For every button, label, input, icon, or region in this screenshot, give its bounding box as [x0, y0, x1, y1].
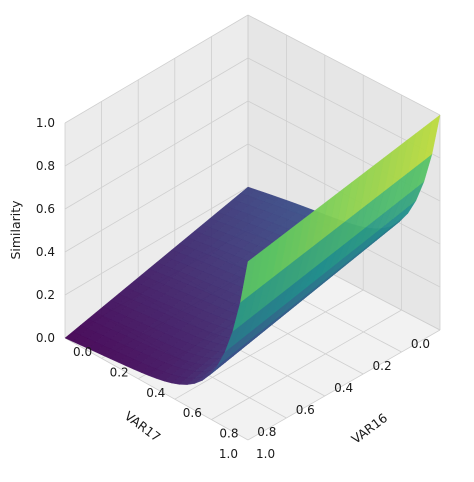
- y-tick-label: 1.0: [256, 447, 275, 461]
- grid-line: [174, 289, 364, 400]
- x-tick-label: 0.4: [334, 381, 353, 395]
- grid-line: [247, 14, 441, 116]
- z-tick-label: 0.8: [36, 159, 55, 173]
- y-tick-label: 0.2: [110, 365, 129, 379]
- x-tick-label: 0.0: [411, 337, 430, 351]
- grid-line: [211, 309, 402, 420]
- grid-line: [64, 100, 249, 210]
- z-tick-label: 0.6: [36, 202, 55, 216]
- y-axis-title: VAR16: [348, 410, 390, 447]
- tick-marks: 0.0 0.2 0.4 0.6 0.8 1.0 0.0 0.2 0.4 0.6 0.8 1.0 0.0 0…: [36, 116, 430, 461]
- y-tick-label: 0.6: [183, 406, 202, 420]
- x-tick-label: 1.0: [219, 447, 238, 461]
- left-wall-pane: [65, 15, 248, 338]
- surface-patch: [240, 254, 257, 303]
- y-tick-label: 0.0: [73, 345, 92, 359]
- surface-mesh: [64, 114, 441, 385]
- y-tick-label: 0.4: [146, 386, 165, 400]
- z-tick-label: 0.4: [36, 245, 55, 259]
- x-tick-label: 0.8: [257, 425, 276, 439]
- z-tick-label: 0.0: [36, 331, 55, 345]
- z-axis-title: Similarity: [8, 200, 23, 260]
- grid-line: [64, 186, 249, 296]
- z-tick-label: 0.2: [36, 288, 55, 302]
- grid-line: [64, 57, 249, 167]
- x-axis-title: VAR17: [122, 408, 164, 445]
- y-tick-label: 0.8: [219, 427, 238, 441]
- z-tick-label: 1.0: [36, 116, 55, 130]
- grid-line: [247, 329, 441, 441]
- grid-line: [64, 337, 249, 441]
- grid-line: [64, 14, 249, 124]
- grid-line: [64, 143, 249, 253]
- x-tick-label: 0.2: [373, 359, 392, 373]
- x-tick-label: 0.6: [296, 403, 315, 417]
